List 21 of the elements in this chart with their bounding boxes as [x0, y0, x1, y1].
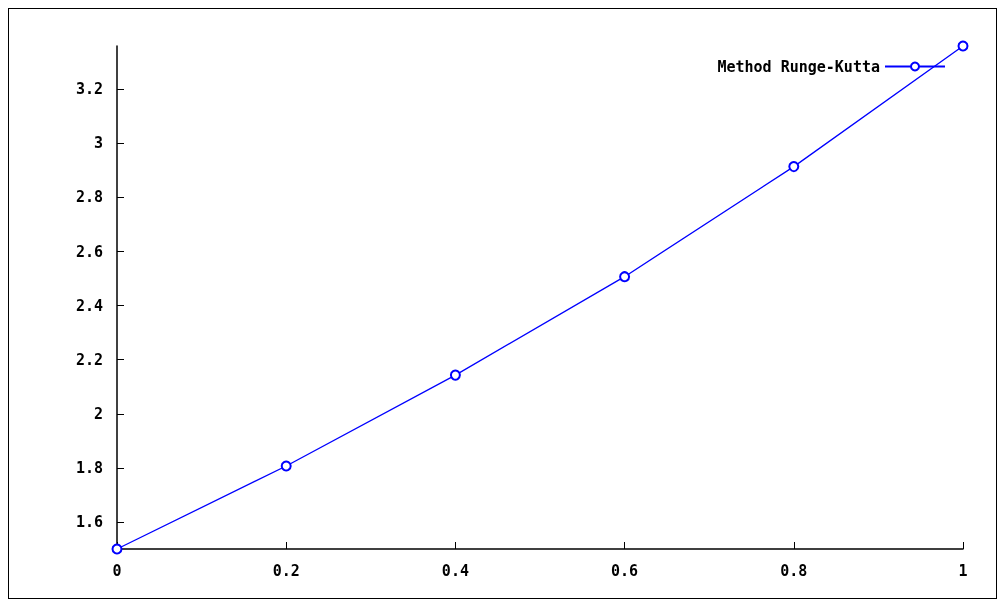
x-tick-label: 0.8: [780, 561, 808, 580]
x-tick-label: 1: [958, 561, 968, 580]
x-tick-label: 0.4: [441, 561, 469, 580]
legend-label: Method Runge-Kutta: [717, 57, 880, 76]
point: [788, 161, 800, 173]
y-tick-label: 2.4: [75, 296, 103, 315]
y-tick-label: 2.2: [75, 350, 103, 369]
point: [280, 460, 292, 472]
y-tick-label: 2.6: [75, 242, 103, 261]
y-tick-label: 2.8: [75, 188, 103, 207]
point: [619, 271, 631, 283]
x-tick-label: 0.2: [272, 561, 300, 580]
y-tick-label: 1.8: [75, 458, 103, 477]
point: [957, 40, 969, 52]
y-tick-label: 3: [93, 134, 103, 153]
y-tick-label: 3.2: [75, 80, 103, 99]
y-tick-label: 1.6: [75, 512, 103, 531]
point: [449, 369, 461, 381]
y-tick-label: 2: [93, 404, 103, 423]
x-tick-label: 0: [112, 561, 122, 580]
x-tick-label: 0.6: [611, 561, 639, 580]
